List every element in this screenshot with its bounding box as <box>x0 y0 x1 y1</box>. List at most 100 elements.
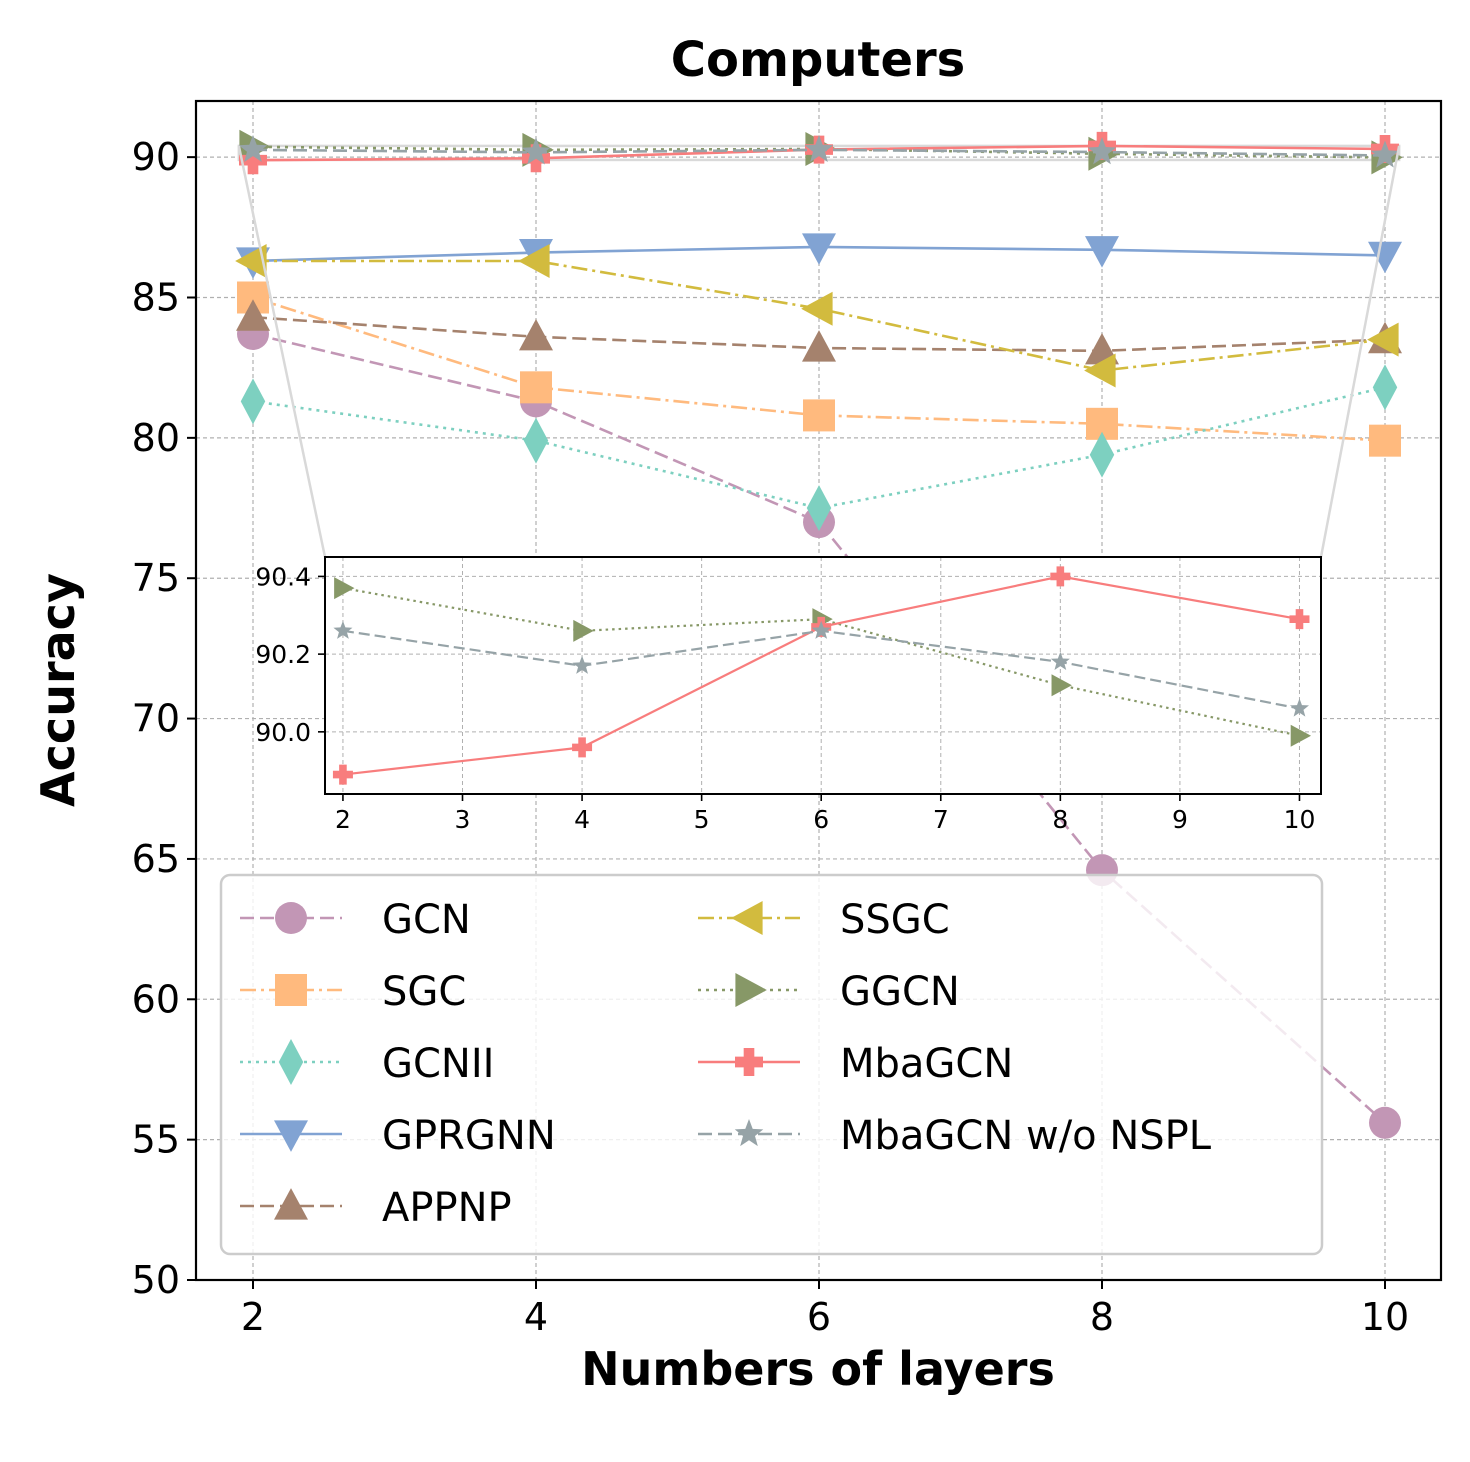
inset-y-tick-label: 90.4 <box>255 562 311 591</box>
y-tick-label: 50 <box>132 1258 180 1302</box>
inset-x-tick-label: 9 <box>1172 805 1188 834</box>
legend-label: SGC <box>382 969 466 1015</box>
legend-marker <box>735 973 767 1007</box>
legend-label: MbaGCN <box>840 1041 1013 1087</box>
inset-data-point-mbagcn-w-o-nspl <box>1289 698 1309 717</box>
x-axis-label: Numbers of layers <box>581 1342 1055 1396</box>
data-point-ssgc <box>1367 322 1399 357</box>
inset-y-tick-label: 90.0 <box>255 718 311 747</box>
inset-y-tick-label: 90.2 <box>255 640 311 669</box>
legend-item-sgc: SGC <box>240 969 466 1015</box>
data-point-gcn <box>1369 1106 1401 1139</box>
legend-marker <box>731 901 763 935</box>
series-ssgc <box>235 244 1399 388</box>
series-mbagcn-w-o-nspl <box>238 134 1400 168</box>
legend-item-mbagcn-w-o-nspl: MbaGCN w/o NSPL <box>698 1113 1212 1159</box>
series-gcnii <box>240 364 1398 531</box>
data-point-mbagcn-w-o-nspl <box>804 134 834 162</box>
y-axis-label: Accuracy <box>31 573 85 807</box>
legend-item-gcn: GCN <box>240 897 471 943</box>
data-point-mbagcn-w-o-nspl <box>1087 137 1117 165</box>
y-tick-label: 65 <box>132 837 180 881</box>
legend-label: SSGC <box>840 897 950 943</box>
inset-data-point-ggcn <box>1290 724 1312 747</box>
y-tick-label: 80 <box>132 416 180 460</box>
x-tick-label: 8 <box>1090 1295 1114 1339</box>
inset-data-point-mbagcn-w-o-nspl <box>572 655 592 674</box>
data-point-mbagcn <box>239 146 267 175</box>
data-point-ssgc <box>1084 353 1116 388</box>
legend-label: GCN <box>382 897 471 943</box>
x-tick-label: 10 <box>1361 1295 1409 1339</box>
connector-left <box>237 145 327 558</box>
x-tick-label: 2 <box>241 1295 265 1339</box>
y-tick-label: 70 <box>132 697 180 741</box>
legend-item-gprgnn: GPRGNN <box>240 1113 556 1159</box>
y-tick-label: 75 <box>132 556 180 600</box>
legend-marker <box>274 1188 308 1220</box>
legend-marker <box>275 974 307 1006</box>
data-point-gprgnn <box>802 233 836 265</box>
inset-x-tick-label: 3 <box>455 805 471 834</box>
inset-x-tick-label: 6 <box>813 805 829 834</box>
legend-label: GPRGNN <box>382 1113 556 1159</box>
data-point-appnp <box>236 299 270 331</box>
inset-data-point-mbagcn-w-o-nspl <box>811 620 831 639</box>
inset-data-point-ggcn <box>334 577 355 600</box>
legend-frame <box>219 873 1324 1256</box>
data-point-appnp <box>802 330 836 362</box>
data-point-mbagcn-w-o-nspl <box>521 137 551 165</box>
x-tick-label: 4 <box>524 1295 548 1339</box>
data-point-ssgc <box>235 244 267 279</box>
inset-data-point-mbagcn <box>332 764 353 785</box>
legend-item-ssgc: SSGC <box>698 897 950 943</box>
inset-background <box>325 557 1321 794</box>
y-tick-label: 55 <box>132 1118 180 1162</box>
data-point-sgc <box>1369 424 1401 457</box>
data-point-ssgc <box>801 291 833 326</box>
inset-data-point-mbagcn <box>1289 609 1310 630</box>
legend-label: APPNP <box>382 1185 512 1231</box>
data-point-gcnii <box>806 485 832 531</box>
y-tick-label: 60 <box>132 977 180 1021</box>
inset-data-point-mbagcn <box>1050 566 1071 587</box>
data-point-mbagcn-w-o-nspl <box>238 134 268 162</box>
legend-label: GGCN <box>840 969 960 1015</box>
inset-axes-frame <box>324 556 1322 795</box>
legend-label: MbaGCN w/o NSPL <box>840 1113 1212 1159</box>
legend-item-gcnii: GCNII <box>240 1039 494 1087</box>
data-point-sgc <box>520 371 552 404</box>
data-point-mbagcn-w-o-nspl <box>1370 140 1400 168</box>
legend-marker <box>275 902 307 934</box>
chart-title: Computers <box>671 32 966 88</box>
inset-x-tick-label: 4 <box>574 805 590 834</box>
inset-series <box>332 566 1312 785</box>
inset-data-point-mbagcn-w-o-nspl <box>1050 651 1070 670</box>
inset-data-point-ggcn <box>573 619 594 642</box>
inset-x-tick-label: 8 <box>1052 805 1068 834</box>
legend-item-mbagcn: MbaGCN <box>698 1041 1013 1087</box>
legend-marker <box>274 1120 308 1152</box>
data-point-sgc <box>803 399 835 432</box>
inset-ticks: 2 3 4 5 6 7 8 9 10 90.0 90.2 90.4 <box>255 562 1315 834</box>
data-point-ssgc <box>518 244 550 279</box>
data-point-gcnii <box>240 378 266 425</box>
legend-marker <box>735 1048 763 1076</box>
data-point-gcnii <box>523 417 549 464</box>
series-line-ssgc <box>253 259 1386 372</box>
inset-connector-lines <box>237 145 1401 558</box>
y-tick-label: 90 <box>132 135 180 179</box>
legend-item-ggcn: GGCN <box>698 969 960 1015</box>
inset-data-point-mbagcn-w-o-nspl <box>333 620 353 639</box>
inset-data-point-ggcn <box>1051 674 1072 697</box>
legend: GCN SGC GCNII GPRGNN APPNP SSGC GGCN MbaGCN MbaG… <box>219 873 1324 1256</box>
x-tick-label: 6 <box>807 1295 831 1339</box>
connector-right <box>1319 145 1401 558</box>
legend-marker <box>734 1119 764 1147</box>
data-point-gprgnn <box>1085 236 1119 268</box>
data-point-gcnii <box>1089 431 1115 478</box>
inset-series-mbagcn-w-o-nspl <box>333 620 1309 717</box>
inset-x-tick-label: 5 <box>694 805 710 834</box>
